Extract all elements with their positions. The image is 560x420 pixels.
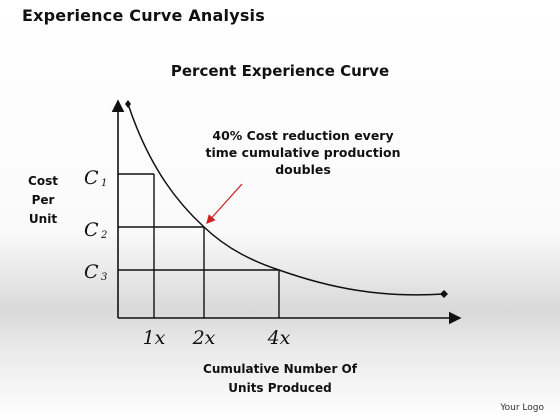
curve-start-marker — [125, 100, 131, 108]
page-title: Experience Curve Analysis — [22, 6, 265, 25]
y-axis-label: Cost Per Unit — [18, 172, 68, 229]
cost-level-index: 2 — [100, 230, 107, 241]
cost-level-c2: C 2 — [84, 219, 107, 241]
volume-mark-2x: 2x — [192, 327, 216, 349]
volume-mark-4x: 4x — [267, 327, 291, 349]
annotation-text: 40% Cost reduction every time cumulative… — [192, 127, 414, 178]
guide-lines — [118, 173, 280, 318]
x-axis-label: Cumulative Number Of Units Produced — [180, 360, 380, 398]
experience-curve — [127, 103, 445, 296]
volume-mark-1x: 1x — [143, 327, 166, 349]
cost-level-c1: C 1 — [84, 167, 107, 189]
annotation-line: doubles — [275, 162, 331, 177]
curve-end-marker — [440, 290, 448, 298]
annotation-line: time cumulative production — [205, 145, 401, 160]
annotation-line: 40% Cost reduction every — [212, 128, 394, 143]
x-axis-label-line: Cumulative Number Of — [203, 362, 357, 376]
annotation-arrow — [206, 183, 243, 224]
y-axis-label-line: Per — [31, 193, 55, 207]
x-axis-label-line: Units Produced — [228, 381, 332, 395]
chart-title: Percent Experience Curve — [170, 62, 390, 80]
cost-level-index: 1 — [101, 178, 107, 189]
logo-text: Your Logo — [500, 403, 544, 413]
cost-level-letter: C — [84, 219, 99, 241]
cost-level-index: 3 — [101, 272, 107, 283]
cost-level-letter: C — [84, 167, 99, 189]
cost-level-letter: C — [84, 261, 99, 283]
y-axis-label-line: Unit — [28, 212, 58, 226]
y-axis-label-line: Cost — [28, 174, 58, 188]
cost-level-c3: C 3 — [84, 261, 107, 283]
